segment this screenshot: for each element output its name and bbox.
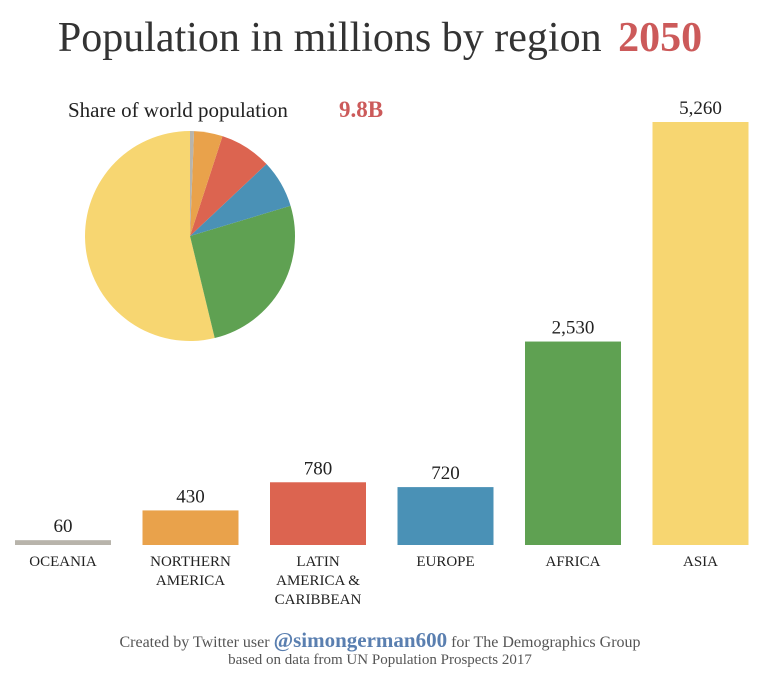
chart-canvas: Share of world population 9.8B 60 OCEANIA… <box>15 97 749 608</box>
pie-slice-northern <box>190 131 223 236</box>
bar-value-label: 2,530 <box>552 318 595 339</box>
pie-slice-asia <box>85 131 215 341</box>
bar-europe <box>397 487 494 545</box>
title-year: 2050 <box>618 15 703 61</box>
footer-suffix: for The Demographics Group <box>451 634 641 651</box>
category-label: LATIN AMERICA & CARIBBEAN <box>275 554 362 608</box>
footer-source: based on data from UN Population Prospec… <box>228 652 532 668</box>
category-label: EUROPE <box>416 554 474 570</box>
bar-value-label: 720 <box>431 463 460 484</box>
twitter-handle[interactable]: @simongerman600 <box>273 628 448 652</box>
pie-chart <box>85 131 296 341</box>
bar-value-label: 5,260 <box>679 98 722 119</box>
title-text: Population in millions by region <box>57 15 602 61</box>
bar-value-label: 60 <box>54 516 73 537</box>
bar-northern <box>142 510 239 545</box>
pie-slice-oceania <box>190 131 195 236</box>
bar-value-label: 780 <box>304 458 333 479</box>
footer-credit: Created by Twitter user @simongerman600 … <box>0 628 760 653</box>
bar-oceania <box>15 540 111 545</box>
bar-asia <box>652 122 749 545</box>
category-label: OCEANIA <box>29 554 97 570</box>
pie-total: 9.8B <box>339 97 383 122</box>
pie-chart-label: Share of world population <box>68 98 288 122</box>
bar-chart: 60 OCEANIA 430 NORTHERN AMERICA 780 LATIN AMERI… <box>15 98 749 608</box>
category-label: ASIA <box>683 554 718 570</box>
pie-slice-latin <box>190 136 267 236</box>
bar-value-label: 430 <box>176 486 205 507</box>
category-label: NORTHERN AMERICA <box>150 554 231 589</box>
chart-title: Population in millions by region 2050 <box>0 14 760 62</box>
category-label: AFRICA <box>545 554 600 570</box>
pie-slice-europe <box>190 164 291 236</box>
bar-africa <box>525 341 621 545</box>
footer-prefix: Created by Twitter user <box>119 634 270 651</box>
pie-slice-africa <box>190 205 296 339</box>
bar-latin <box>270 482 366 545</box>
